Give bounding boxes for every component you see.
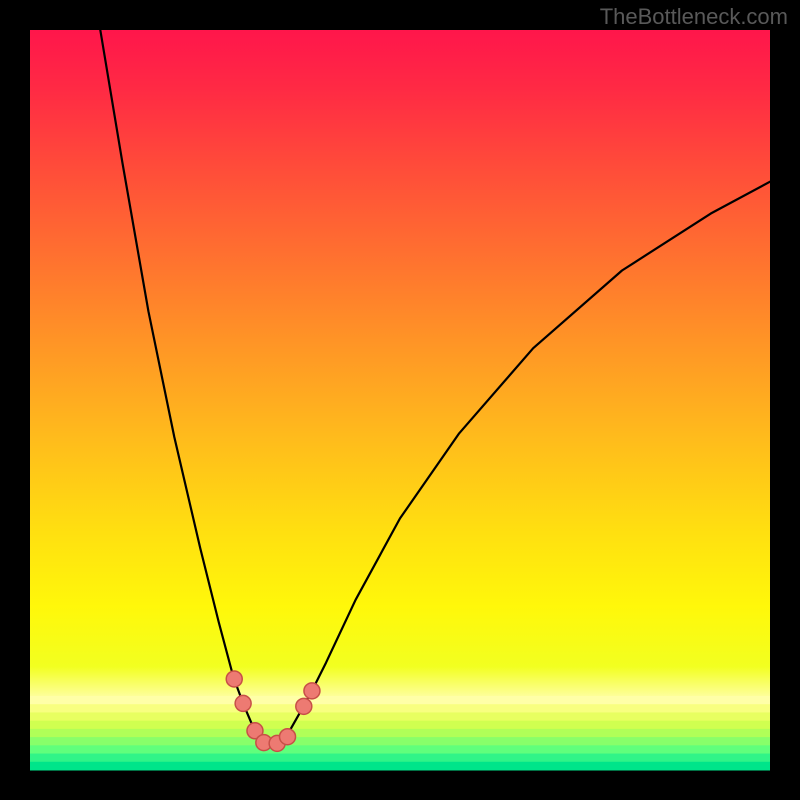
baseline-stripe	[30, 729, 770, 738]
baseline-band	[30, 696, 770, 771]
data-marker	[296, 698, 312, 714]
baseline-stripe	[30, 754, 770, 763]
baseline-stripe	[30, 737, 770, 746]
data-marker	[235, 695, 251, 711]
bottleneck-chart	[0, 0, 800, 800]
data-marker	[226, 671, 242, 687]
gradient-background	[30, 30, 770, 770]
watermark-text: TheBottleneck.com	[600, 4, 788, 30]
baseline-stripe	[30, 704, 770, 713]
baseline-stripe	[30, 721, 770, 730]
baseline-stripe	[30, 712, 770, 721]
baseline-stripe	[30, 762, 770, 771]
baseline-stripe	[30, 745, 770, 754]
data-marker	[280, 729, 296, 745]
baseline-stripe	[30, 696, 770, 705]
data-marker	[304, 683, 320, 699]
plot-area	[30, 30, 770, 771]
